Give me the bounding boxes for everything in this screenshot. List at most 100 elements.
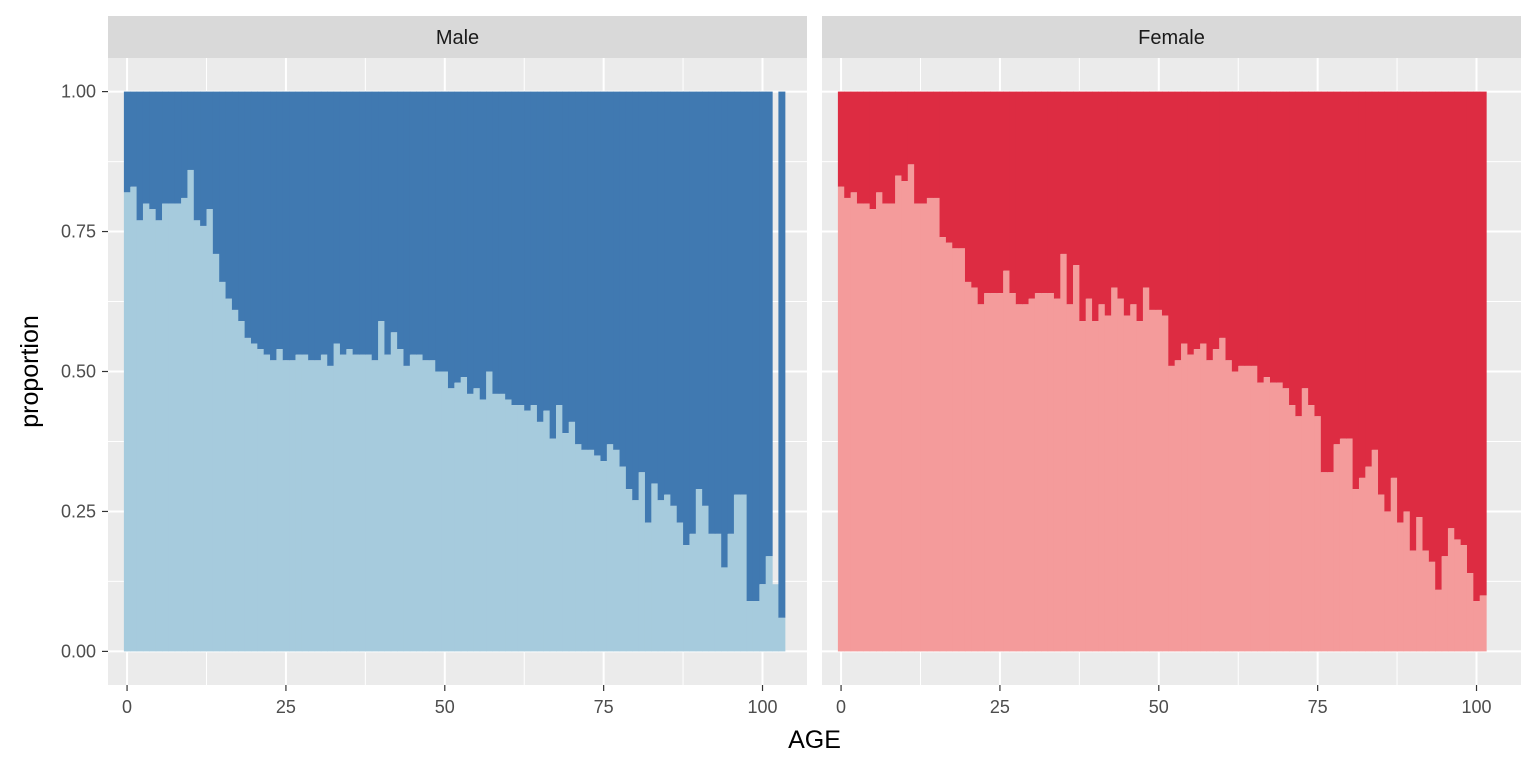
x-tick-label-female-50: 50 xyxy=(1149,697,1169,717)
bar-upper-female-age-83 xyxy=(1365,91,1373,467)
bar-lower-female-age-73 xyxy=(1301,388,1309,652)
bar-upper-female-age-37 xyxy=(1073,91,1080,266)
bar-lower-male-age-51 xyxy=(447,388,455,652)
bar-lower-female-age-42 xyxy=(1104,315,1112,652)
bar-upper-female-age-1 xyxy=(844,91,852,198)
bar-lower-male-age-66 xyxy=(543,410,551,652)
bar-lower-female-age-86 xyxy=(1384,511,1392,652)
bar-lower-male-age-70 xyxy=(568,421,576,652)
bar-lower-male-age-80 xyxy=(632,500,640,652)
bar-lower-male-age-100 xyxy=(759,584,767,652)
bar-lower-female-age-89 xyxy=(1403,511,1411,652)
bar-lower-male-age-19 xyxy=(244,337,252,652)
bar-upper-male-age-31 xyxy=(320,91,328,355)
bar-lower-male-age-49 xyxy=(435,371,443,652)
bar-upper-male-age-41 xyxy=(384,91,392,355)
bar-lower-female-age-77 xyxy=(1327,472,1335,652)
bar-lower-female-age-88 xyxy=(1397,522,1405,652)
bar-lower-male-age-5 xyxy=(155,220,163,652)
bar-upper-male-age-24 xyxy=(276,91,284,350)
bar-lower-female-age-37 xyxy=(1073,265,1080,652)
bar-upper-female-age-53 xyxy=(1174,91,1182,361)
bar-upper-male-age-51 xyxy=(447,91,455,389)
bar-upper-male-age-66 xyxy=(543,91,551,411)
bar-upper-female-age-72 xyxy=(1295,91,1303,417)
bar-upper-male-age-63 xyxy=(524,91,532,411)
bar-upper-male-age-88 xyxy=(683,91,691,546)
bar-lower-male-age-44 xyxy=(403,365,411,652)
bar-lower-male-age-24 xyxy=(276,349,284,652)
bar-upper-male-age-46 xyxy=(416,91,424,355)
bar-upper-male-age-91 xyxy=(702,91,710,506)
bar-lower-male-age-57 xyxy=(486,371,494,652)
bar-lower-male-age-86 xyxy=(670,505,678,652)
x-axis-title: AGE xyxy=(788,726,841,754)
bar-lower-male-age-61 xyxy=(511,405,519,652)
bar-upper-male-age-62 xyxy=(517,91,525,406)
bar-lower-male-age-14 xyxy=(212,253,220,652)
bar-upper-female-age-29 xyxy=(1022,91,1030,305)
bar-upper-male-age-22 xyxy=(263,91,271,355)
bar-lower-male-age-63 xyxy=(524,410,532,652)
bar-upper-male-age-49 xyxy=(435,91,443,372)
bar-lower-female-age-38 xyxy=(1079,321,1087,652)
bar-upper-female-age-80 xyxy=(1346,91,1354,439)
bar-lower-female-age-35 xyxy=(1060,253,1068,652)
bar-upper-female-age-82 xyxy=(1358,91,1366,478)
bar-lower-female-age-58 xyxy=(1206,360,1214,652)
bar-upper-male-age-38 xyxy=(365,91,373,355)
bar-upper-female-age-74 xyxy=(1308,91,1316,406)
bar-lower-male-age-53 xyxy=(460,377,468,652)
bar-upper-male-age-4 xyxy=(149,91,157,210)
bar-upper-male-age-12 xyxy=(200,91,208,226)
bar-lower-male-age-56 xyxy=(479,399,487,652)
bar-upper-female-age-48 xyxy=(1142,91,1150,288)
bar-lower-male-age-88 xyxy=(683,545,691,652)
y-tick-label-0_5: 0.50 xyxy=(61,362,96,382)
bar-upper-female-age-75 xyxy=(1314,91,1322,417)
bar-upper-female-age-17 xyxy=(945,91,953,243)
bar-lower-male-age-34 xyxy=(339,354,347,652)
bar-upper-female-age-8 xyxy=(888,91,896,204)
bar-upper-female-age-4 xyxy=(863,91,871,204)
bar-upper-female-age-67 xyxy=(1263,91,1271,378)
bar-upper-male-age-70 xyxy=(568,91,576,422)
bar-upper-female-age-52 xyxy=(1168,91,1176,366)
bar-upper-female-age-58 xyxy=(1206,91,1214,361)
bar-lower-female-age-44 xyxy=(1117,298,1125,652)
bar-lower-male-age-99 xyxy=(752,601,760,652)
bar-upper-female-age-79 xyxy=(1339,91,1347,439)
bar-upper-female-age-95 xyxy=(1441,91,1449,557)
bars-male xyxy=(123,91,786,652)
bar-lower-female-age-85 xyxy=(1378,494,1385,652)
bar-lower-female-age-31 xyxy=(1034,293,1042,652)
bar-upper-male-age-86 xyxy=(670,91,678,506)
bar-upper-male-age-7 xyxy=(168,91,176,204)
bar-upper-female-age-2 xyxy=(850,91,858,193)
bar-upper-male-age-52 xyxy=(454,91,462,383)
bar-lower-male-age-3 xyxy=(142,203,150,652)
bar-lower-male-age-2 xyxy=(136,220,144,652)
bar-lower-female-age-57 xyxy=(1200,343,1208,652)
bar-upper-male-age-65 xyxy=(536,91,544,422)
bar-lower-male-age-29 xyxy=(308,360,316,652)
bar-lower-female-age-40 xyxy=(1092,321,1100,652)
bar-lower-female-age-74 xyxy=(1308,405,1316,652)
bar-lower-female-age-82 xyxy=(1358,477,1366,652)
bar-upper-female-age-77 xyxy=(1327,91,1335,473)
bar-lower-female-age-8 xyxy=(888,203,896,652)
bar-lower-male-age-60 xyxy=(505,399,513,652)
bar-lower-female-age-14 xyxy=(926,197,934,652)
bar-upper-male-age-47 xyxy=(422,91,430,361)
bar-lower-male-age-58 xyxy=(492,393,500,652)
bar-lower-female-age-41 xyxy=(1098,304,1106,652)
bar-lower-male-age-35 xyxy=(346,349,354,652)
bar-lower-male-age-18 xyxy=(238,321,246,652)
bar-lower-male-age-89 xyxy=(689,533,697,652)
bar-upper-female-age-50 xyxy=(1155,91,1163,310)
bar-lower-female-age-22 xyxy=(977,304,985,652)
bar-upper-female-age-91 xyxy=(1416,91,1424,518)
strip-male-background xyxy=(108,16,807,58)
bar-lower-male-age-71 xyxy=(575,444,583,652)
y-tick-label-0: 0.00 xyxy=(61,641,96,661)
